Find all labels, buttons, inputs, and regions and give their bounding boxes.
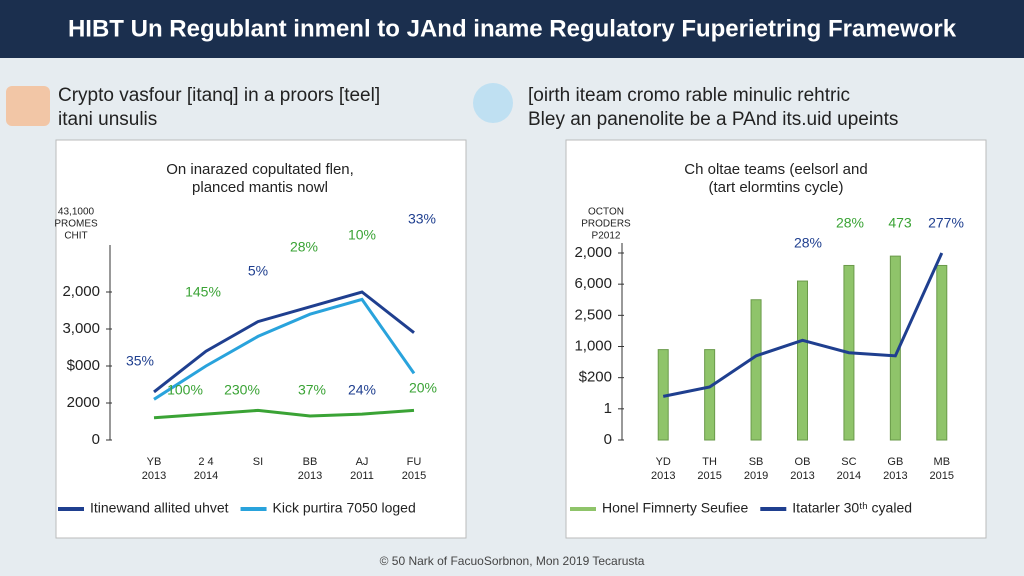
annotation: 473: [888, 215, 912, 231]
x-tick-label: 2013: [883, 470, 907, 482]
annotation: 37%: [298, 382, 326, 398]
y-axis-label: OCTON: [588, 207, 624, 218]
y-tick-label: 6,000: [574, 275, 612, 292]
y-tick-label: 2000: [67, 394, 100, 411]
x-tick-label: SC: [841, 456, 856, 468]
x-tick-label: 2019: [744, 470, 768, 482]
legend-label: Kick purtira 7050 loged: [273, 500, 416, 516]
y-tick-label: $000: [67, 357, 100, 374]
x-tick-label: 2013: [298, 470, 322, 482]
legend-label: Honel Fimnerty Seufiee: [602, 500, 749, 516]
header-bar: [0, 0, 1024, 58]
x-tick-label: YD: [656, 456, 671, 468]
annotation: 24%: [348, 382, 376, 398]
y-axis-label: 43,1000: [58, 207, 95, 218]
y-axis-label: PROMES: [54, 219, 98, 230]
x-tick-label: YB: [147, 456, 162, 468]
x-tick-label: TH: [702, 456, 717, 468]
panel-heading: Bley an panenolite be a PAnd its.uid upe…: [528, 109, 898, 130]
x-tick-label: SB: [749, 456, 764, 468]
panel-icon: [6, 86, 50, 126]
x-tick-label: 2013: [142, 470, 166, 482]
annotation: 277%: [928, 215, 964, 231]
annotation: 100%: [167, 382, 203, 398]
x-tick-label: SI: [253, 456, 263, 468]
chart-title: (tart elormtins cycle): [708, 179, 843, 196]
panel-heading: [oirth iteam cromo rable minulic rehtric: [528, 85, 850, 106]
y-tick-label: 3,000: [62, 320, 100, 337]
panel-heading: itani unsulis: [58, 109, 157, 130]
y-tick-label: $200: [579, 369, 612, 386]
legend-label: Itatarler 30ᵗʰ cyaled: [792, 500, 912, 516]
annotation: 28%: [836, 215, 864, 231]
line-series: [662, 252, 944, 398]
y-axis-label: P2012: [592, 231, 621, 242]
y-axis-label: PRODERS: [581, 219, 631, 230]
chart-title: On inarazed copultated flen,: [166, 161, 354, 178]
annotation: 10%: [348, 227, 376, 243]
y-tick-label: 2,000: [574, 244, 612, 261]
bar: [704, 349, 716, 441]
y-tick-label: 1: [604, 400, 612, 417]
footer: © 50 Nark of FacuoSorbnon, Mon 2019 Teca…: [380, 554, 645, 568]
annotation: 145%: [185, 284, 221, 300]
x-tick-label: 2014: [194, 470, 218, 482]
bar: [750, 299, 762, 441]
y-tick-label: 0: [92, 431, 100, 448]
line-series: [153, 408, 415, 420]
page-title: HIBT Un Regublant inmenl to JAnd iname R…: [68, 15, 957, 42]
annotation: 20%: [409, 380, 437, 396]
x-tick-label: FU: [407, 456, 422, 468]
annotation: 5%: [248, 263, 268, 279]
x-tick-label: 2013: [790, 470, 814, 482]
annotation: 33%: [408, 211, 436, 227]
chart-title: planced mantis nowl: [192, 179, 328, 196]
line-series: [153, 290, 415, 394]
chart-title: Ch oltae teams (eelsorl and: [684, 161, 867, 178]
x-tick-label: 2014: [837, 470, 861, 482]
annotation: 28%: [290, 239, 318, 255]
y-tick-label: 0: [604, 431, 612, 448]
y-tick-label: 2,500: [574, 306, 612, 323]
x-tick-label: MB: [934, 456, 951, 468]
x-tick-label: BB: [303, 456, 318, 468]
x-tick-label: GB: [887, 456, 903, 468]
bar: [797, 280, 808, 441]
annotation: 28%: [794, 235, 822, 251]
y-axis-label: CHIT: [64, 231, 87, 242]
x-tick-label: AJ: [356, 456, 369, 468]
x-tick-label: 2013: [651, 470, 675, 482]
x-tick-label: 2015: [697, 470, 721, 482]
y-tick-label: 2,000: [62, 283, 100, 300]
chart-panel: [55, 139, 467, 539]
panel-icon: [473, 83, 513, 123]
x-tick-label: 2 4: [198, 456, 213, 468]
x-tick-label: OB: [795, 456, 811, 468]
annotation: 230%: [224, 382, 260, 398]
legend-label: Itinewand allited uhvet: [90, 500, 229, 516]
line-series: [153, 297, 416, 401]
panel-heading: Crypto vasfour [itanq] in a proors [teel…: [58, 85, 380, 106]
chart-panel: [565, 139, 987, 539]
x-tick-label: 2015: [402, 470, 426, 482]
bar: [936, 264, 948, 441]
y-tick-label: 1,000: [574, 337, 612, 354]
x-tick-label: 2011: [350, 470, 374, 482]
x-tick-label: 2015: [930, 470, 954, 482]
annotation: 35%: [126, 353, 154, 369]
